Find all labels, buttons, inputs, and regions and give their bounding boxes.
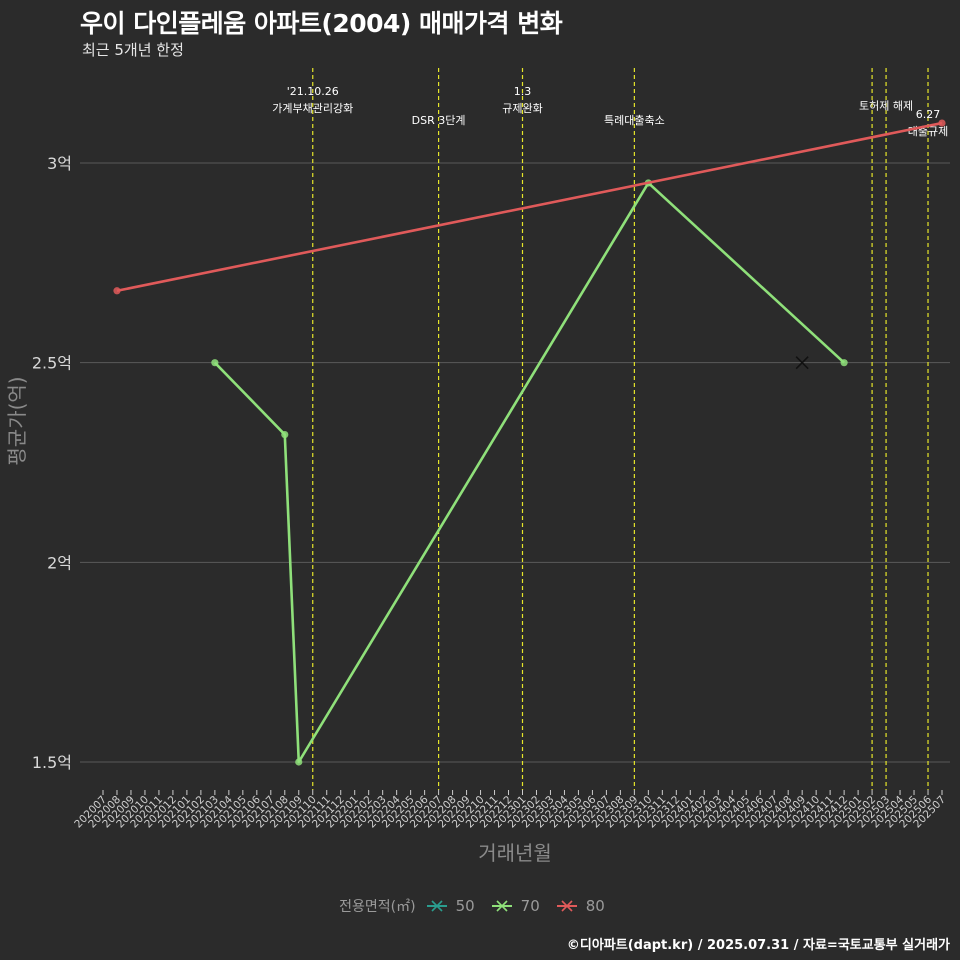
series-layer: [113, 119, 946, 766]
x-axis-label: 거래년월: [478, 841, 552, 865]
source-caption: ©디아파트(dapt.kr) / 2025.07.31 / 자료=국토교통부 실…: [566, 938, 950, 953]
y-axis-label: 평균가(억): [5, 376, 29, 465]
data-point-70: [295, 758, 303, 766]
cross-point-70: [795, 356, 809, 370]
data-point-80: [113, 287, 121, 295]
axis-layer: 1.5억2억2.5억3억평균가(억)2020072020082020092020…: [5, 154, 948, 865]
y-tick-label: 2억: [47, 553, 72, 572]
legend-key-70: [491, 900, 512, 912]
legend: 전용면적(㎡) 50 70 80: [0, 896, 960, 916]
event-label: DSR 3단계: [412, 114, 466, 127]
event-label: 1.3: [514, 85, 532, 98]
grid-layer: [80, 162, 950, 763]
y-tick-label: 2.5억: [32, 354, 72, 373]
legend-item-50: 50: [426, 897, 475, 915]
event-label: 규제완화: [502, 102, 542, 115]
data-point-70: [211, 359, 219, 367]
legend-item-80: 80: [556, 897, 605, 915]
y-tick-label: 1.5억: [32, 753, 72, 772]
legend-label-50: 50: [455, 897, 475, 915]
data-point-70: [840, 359, 848, 367]
data-point-70: [281, 430, 289, 439]
event-label: 특례대출축소: [604, 114, 665, 127]
chart-title: 우이 다인플레움 아파트(2004) 매매가격 변화: [80, 9, 563, 38]
data-point-80: [938, 119, 946, 127]
series-line-70: [213, 181, 845, 764]
legend-label-70: 70: [520, 897, 540, 915]
legend-label-80: 80: [585, 897, 605, 915]
series-line-80: [116, 121, 943, 293]
chart-subtitle: 최근 5개년 한정: [82, 41, 184, 59]
legend-title: 전용면적(㎡): [339, 899, 416, 915]
legend-key-80: [556, 900, 577, 912]
event-label: 6.27: [916, 108, 941, 121]
legend-item-70: 70: [491, 897, 540, 915]
event-label: 토허제 해제: [859, 99, 913, 113]
event-label: 가계부채관리강화: [272, 102, 353, 115]
y-tick-label: 3억: [47, 154, 72, 173]
legend-key-50: [426, 900, 447, 912]
event-label: '21.10.26: [287, 85, 339, 98]
